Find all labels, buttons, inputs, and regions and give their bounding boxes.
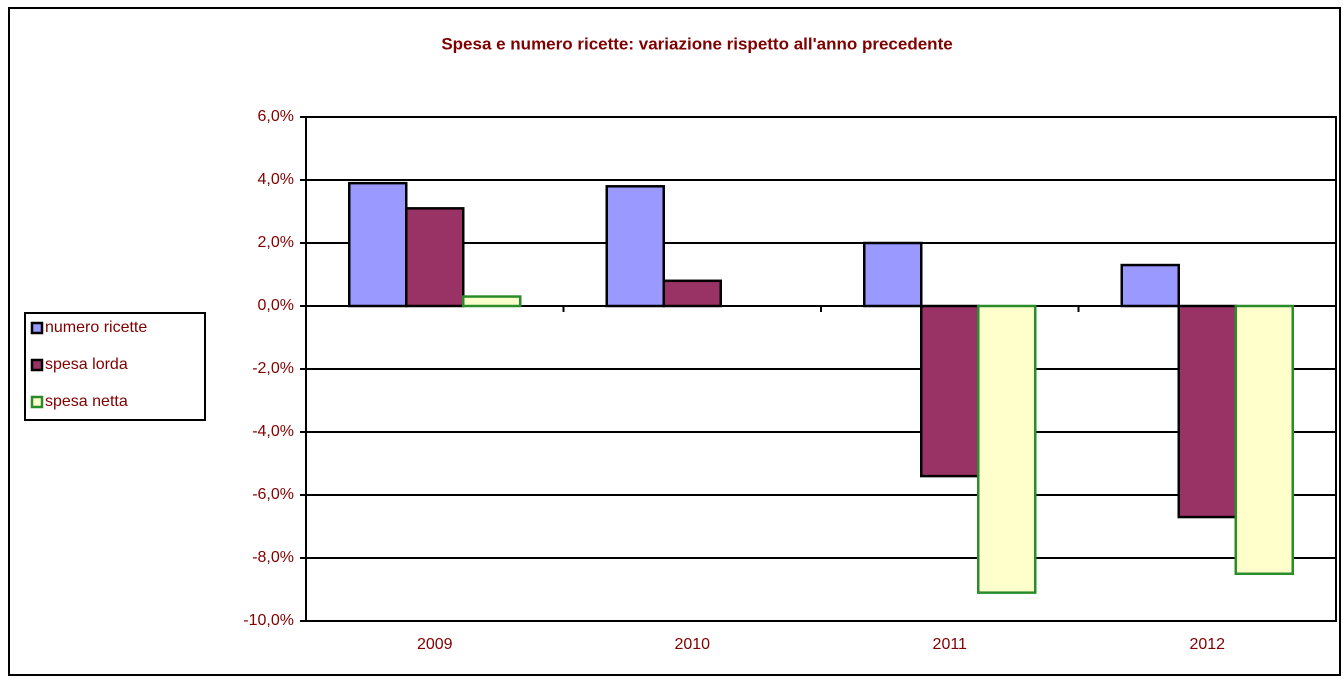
legend-label: numero ricette bbox=[45, 319, 147, 336]
bar bbox=[605, 185, 665, 308]
y-tick-label: 6,0% bbox=[258, 108, 294, 125]
y-tick-label: 2,0% bbox=[258, 234, 294, 251]
legend-box bbox=[24, 312, 206, 421]
y-tick-label: -8,0% bbox=[252, 549, 294, 566]
legend-label: spesa lorda bbox=[45, 356, 128, 373]
bar bbox=[462, 295, 522, 308]
x-tick-label: 2009 bbox=[417, 636, 453, 653]
bar bbox=[920, 304, 980, 478]
x-tick-label: 2010 bbox=[674, 636, 710, 653]
bar bbox=[1120, 263, 1180, 308]
y-tick-label: 0,0% bbox=[258, 297, 294, 314]
bar bbox=[1234, 304, 1294, 575]
plot-frame bbox=[305, 116, 1337, 622]
y-tick-label: -4,0% bbox=[252, 423, 294, 440]
y-tick-label: -2,0% bbox=[252, 360, 294, 377]
x-tick-label: 2011 bbox=[933, 636, 968, 653]
legend-swatch bbox=[30, 395, 44, 409]
bar bbox=[662, 279, 722, 308]
legend-swatch bbox=[30, 321, 44, 335]
y-tick-label: 4,0% bbox=[258, 171, 294, 188]
bar bbox=[977, 304, 1037, 594]
x-tick-label: 2012 bbox=[1189, 636, 1225, 653]
bar bbox=[863, 241, 923, 308]
y-tick-label: -10,0% bbox=[243, 612, 294, 629]
chart-title: Spesa e numero ricette: variazione rispe… bbox=[441, 34, 952, 53]
bar bbox=[348, 181, 408, 308]
legend-swatch bbox=[30, 358, 44, 372]
y-tick-label: -6,0% bbox=[252, 486, 294, 503]
bar bbox=[1177, 304, 1237, 519]
chart-frame bbox=[8, 7, 1341, 676]
legend-label: spesa netta bbox=[45, 393, 128, 410]
bar bbox=[405, 207, 465, 308]
